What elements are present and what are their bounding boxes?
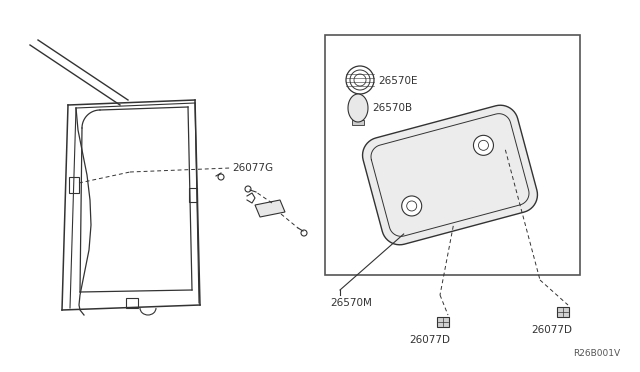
- Text: R26B001V: R26B001V: [573, 349, 620, 358]
- Circle shape: [218, 174, 224, 180]
- Bar: [346, 72, 374, 88]
- Text: 26077D: 26077D: [531, 325, 573, 335]
- Text: 26570B: 26570B: [372, 103, 412, 113]
- Polygon shape: [255, 200, 285, 217]
- Bar: [126, 298, 138, 308]
- Bar: [557, 307, 569, 317]
- Bar: [69, 177, 79, 193]
- Text: 26077D: 26077D: [410, 335, 451, 345]
- Polygon shape: [362, 105, 538, 245]
- Bar: [325, 35, 580, 275]
- Circle shape: [479, 140, 488, 150]
- Text: 26570E: 26570E: [378, 76, 417, 86]
- Circle shape: [402, 196, 422, 216]
- Text: 26570M: 26570M: [330, 298, 372, 308]
- Circle shape: [474, 135, 493, 155]
- Bar: [352, 120, 364, 125]
- Bar: [437, 317, 449, 327]
- Text: 26077G: 26077G: [232, 163, 273, 173]
- Circle shape: [245, 186, 251, 192]
- Circle shape: [301, 230, 307, 236]
- Polygon shape: [348, 94, 368, 122]
- Circle shape: [406, 201, 417, 211]
- Bar: [189, 188, 197, 202]
